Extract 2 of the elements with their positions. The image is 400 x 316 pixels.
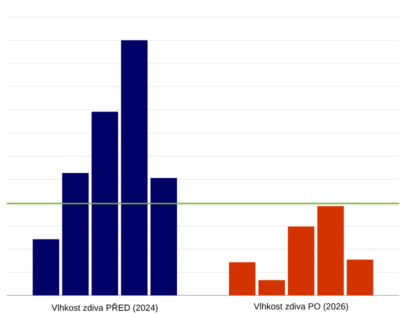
x-tick-label: Vlhkost zdiva PŘED (2024): [52, 303, 158, 313]
x-tick-label: Vlhkost zdiva PO (2026): [254, 303, 348, 312]
